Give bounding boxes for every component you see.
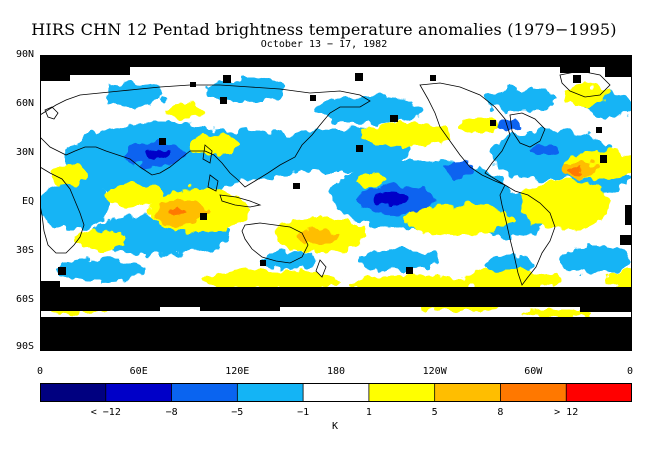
colorbar-cell-7 bbox=[434, 383, 501, 402]
colorbar-label-7: 8 bbox=[497, 407, 504, 418]
map-title: HIRS CHN 12 Pentad brightness temperatur… bbox=[31, 20, 617, 39]
colorbar-label-6: 5 bbox=[431, 407, 438, 418]
map-subtitle: October 13 − 17, 1982 bbox=[260, 39, 388, 50]
lon-label-0: 0 bbox=[36, 366, 44, 377]
lon-label-180: 180 bbox=[326, 366, 346, 377]
colorbar-label-2: −8 bbox=[165, 407, 178, 418]
lat-label-90n: 90N bbox=[15, 49, 34, 60]
colorbar-cell-1 bbox=[40, 383, 107, 402]
lat-label-60n: 60N bbox=[15, 98, 34, 109]
lat-label-90s: 90S bbox=[15, 341, 34, 352]
lon-label-0-end: 0 bbox=[626, 366, 634, 377]
missing-data bbox=[40, 55, 632, 351]
lat-label-30n: 30N bbox=[15, 147, 34, 158]
colorbar-cell-8 bbox=[500, 383, 567, 402]
colorbar-unit: K bbox=[331, 421, 339, 432]
lon-label-60w: 60W bbox=[524, 366, 543, 377]
colorbar-label-8: > 12 bbox=[554, 407, 579, 418]
colorbar-cell-5 bbox=[303, 383, 370, 402]
colorbar-label-5: 1 bbox=[365, 407, 372, 418]
anomaly-map bbox=[40, 55, 632, 351]
map-frame bbox=[40, 55, 632, 351]
colorbar-cell-2 bbox=[105, 383, 173, 402]
colorbar-label-1: < −12 bbox=[90, 407, 121, 418]
colorbar-label-3: −5 bbox=[231, 407, 244, 418]
lon-label-60e: 60E bbox=[129, 366, 148, 377]
colorbar bbox=[40, 383, 632, 402]
lon-label-120e: 120E bbox=[225, 366, 250, 377]
lon-label-120w: 120W bbox=[422, 366, 447, 377]
lat-label-30s: 30S bbox=[15, 245, 34, 256]
lat-label-60s: 60S bbox=[15, 294, 34, 305]
colorbar-cell-9 bbox=[566, 383, 632, 402]
colorbar-cells bbox=[40, 383, 632, 402]
colorbar-cell-4 bbox=[237, 383, 304, 402]
coastlines bbox=[40, 70, 611, 286]
colorbar-cell-3 bbox=[171, 383, 238, 402]
colorbar-label-4: −1 bbox=[297, 407, 310, 418]
colorbar-frame bbox=[40, 383, 632, 402]
colorbar-cell-6 bbox=[368, 383, 436, 402]
lat-label-eq: EQ bbox=[21, 196, 34, 207]
